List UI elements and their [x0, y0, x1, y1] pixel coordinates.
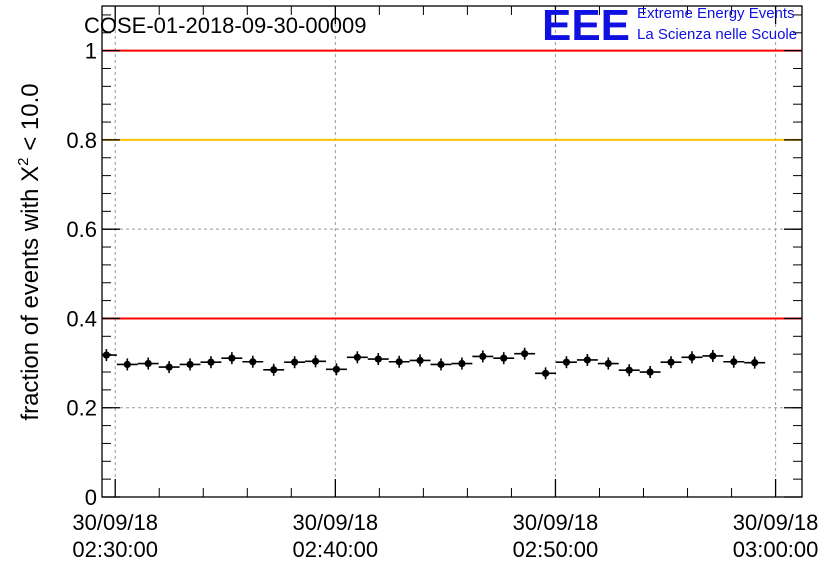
data-point	[521, 350, 529, 358]
data-point	[730, 358, 738, 366]
data-point	[207, 358, 215, 366]
grid-layer	[102, 6, 802, 497]
x-tick-label-date: 30/09/18	[72, 510, 158, 535]
data-point	[604, 359, 612, 368]
data-point	[500, 354, 508, 362]
x-tick-label-date: 30/09/18	[293, 510, 379, 535]
data-point	[562, 358, 571, 366]
y-tick-label: 0.6	[66, 217, 97, 242]
x-tick-label-time: 03:00:00	[733, 537, 819, 562]
logo-line2: La Scienza nelle Scuole	[637, 26, 797, 43]
data-points	[102, 347, 766, 380]
data-point	[541, 369, 550, 377]
y-tick-label: 1	[85, 39, 97, 64]
data-point	[374, 355, 382, 363]
data-point	[291, 358, 299, 366]
data-point	[583, 356, 591, 364]
data-point	[311, 357, 320, 365]
y-axis-label-symbol: X	[17, 166, 44, 182]
x-tick-labels: 30/09/1802:30:0030/09/1802:40:0030/09/18…	[72, 510, 818, 562]
y-tick-label: 0.4	[66, 306, 97, 331]
data-point	[165, 363, 173, 371]
data-point	[353, 353, 361, 361]
data-point	[688, 353, 696, 361]
data-point	[458, 359, 466, 368]
reference-lines	[102, 49, 802, 320]
y-tick-labels: 0 0.2 0.4 0.6 0.8 1	[66, 39, 97, 510]
data-point	[751, 359, 759, 367]
data-point	[102, 351, 111, 359]
data-point	[395, 358, 403, 366]
y-axis-label-superscript: 2	[15, 157, 32, 165]
logo-letters: EEE	[542, 1, 630, 50]
x-tick-label-date: 30/09/18	[733, 510, 819, 535]
x-tick-label-time: 02:40:00	[293, 537, 379, 562]
data-point	[270, 366, 278, 374]
data-point	[144, 359, 152, 368]
axis-ticks	[102, 6, 802, 498]
x-tick-label-date: 30/09/18	[513, 510, 599, 535]
logo-line1: Extreme Energy Events	[637, 5, 795, 22]
data-point	[479, 352, 487, 360]
data-point	[667, 358, 675, 366]
y-tick-label: 0.8	[66, 128, 97, 153]
y-axis-label-suffix: < 10.0	[17, 83, 44, 157]
y-tick-label: 0.2	[66, 396, 97, 421]
data-point	[437, 360, 445, 369]
data-point	[416, 356, 424, 365]
plot-frame	[101, 5, 803, 498]
y-tick-label: 0	[85, 485, 97, 510]
data-point	[249, 358, 257, 366]
data-point	[332, 365, 341, 373]
y-axis-label: fraction of events with X2 < 10.0	[15, 83, 44, 420]
x-tick-label-time: 02:50:00	[513, 537, 599, 562]
eee-logo: EEE Extreme Energy Events La Scienza nel…	[542, 1, 797, 50]
data-point	[123, 360, 131, 369]
data-point	[625, 366, 633, 374]
chart-title: COSE-01-2018-09-30-00009	[84, 13, 367, 38]
data-point	[186, 360, 194, 369]
data-point	[646, 368, 654, 376]
x-tick-label-time: 02:30:00	[72, 537, 158, 562]
y-axis-label-prefix: fraction of events with	[17, 182, 44, 421]
data-point	[228, 354, 236, 362]
data-point	[709, 352, 717, 360]
